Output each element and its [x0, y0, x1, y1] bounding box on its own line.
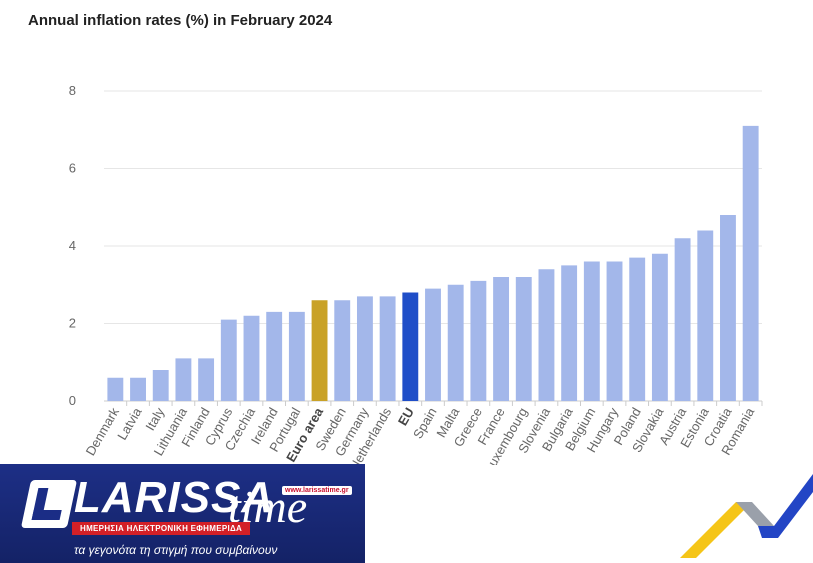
y-tick-label: 4 — [69, 238, 76, 253]
bar — [220, 319, 237, 401]
bar — [697, 230, 714, 401]
banner-url[interactable]: www.larissatime.gr — [282, 486, 352, 495]
bar — [356, 296, 373, 401]
bar — [674, 238, 691, 401]
bar — [583, 261, 600, 401]
y-tick-label: 0 — [69, 393, 76, 408]
bar — [311, 300, 328, 401]
banner-name: LARISSA — [74, 473, 275, 522]
bar — [402, 292, 419, 401]
banner-subtitle: ΗΜΕΡΗΣΙΑ ΗΛΕΚΤΡΟΝΙΚΗ ΕΦΗΜΕΡΙΔΑ — [72, 522, 251, 535]
bar — [243, 315, 260, 401]
bar — [538, 269, 555, 401]
x-tick-label: Latvia — [114, 404, 145, 442]
bar — [742, 125, 759, 401]
bar-chart: 02468DenmarkLatviaItalyLithuaniaFinlandC… — [69, 83, 763, 465]
bar — [561, 265, 578, 401]
chart-title: Annual inflation rates (%) in February 2… — [28, 12, 333, 29]
bar — [288, 311, 305, 401]
y-tick-label: 6 — [69, 161, 76, 176]
bar — [447, 284, 464, 401]
bar — [379, 296, 396, 401]
x-tick-label: EU — [395, 405, 417, 428]
bar — [425, 288, 441, 401]
bar — [470, 280, 487, 401]
bar — [629, 257, 646, 401]
y-tick-label: 8 — [69, 83, 76, 98]
banner-slogan: τα γεγονότα τη στιγμή που συμβαίνουν — [74, 543, 278, 557]
bar — [175, 358, 192, 401]
bar — [651, 253, 668, 401]
logo-yellow-stroke — [680, 502, 752, 558]
bar — [606, 261, 623, 401]
bar — [720, 215, 736, 401]
logo-blue-stroke — [758, 474, 813, 538]
logo-l-icon — [20, 480, 78, 528]
logo-gray-stroke — [736, 502, 774, 526]
x-tick-label: Spain — [410, 405, 440, 441]
bar — [493, 277, 510, 401]
bar — [515, 277, 532, 401]
chevron-logo-icon — [680, 474, 813, 558]
bar — [266, 311, 283, 401]
bar — [334, 300, 351, 401]
bar — [130, 377, 146, 401]
bar — [198, 358, 215, 401]
larissa-time-banner[interactable]: LARISSA time www.larissatime.gr ΗΜΕΡΗΣΙΑ… — [0, 464, 365, 563]
bar — [152, 370, 169, 401]
bar — [107, 377, 124, 401]
y-tick-label: 2 — [69, 316, 76, 331]
